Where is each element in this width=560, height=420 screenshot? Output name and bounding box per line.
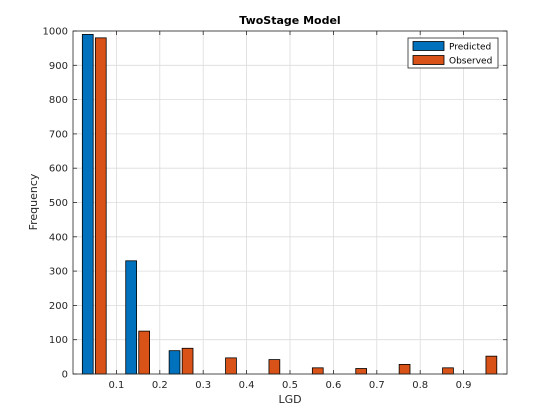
y-axis-label: Frequency <box>27 173 40 230</box>
x-tick-label: 0.8 <box>412 380 428 391</box>
y-tick-label: 800 <box>49 95 68 106</box>
x-tick-label: 0.1 <box>108 380 124 391</box>
x-tick-label: 0.4 <box>239 380 255 391</box>
y-tick-label: 600 <box>49 164 68 175</box>
y-tick-label: 500 <box>49 198 68 209</box>
bar-observed <box>138 330 151 375</box>
y-tick-label: 1000 <box>43 27 68 38</box>
y-axis-ticks: 0 100 200 300 400 500 600 700 800 900 1000 <box>43 27 507 381</box>
bar-observed <box>355 368 368 375</box>
y-tick-label: 900 <box>49 61 68 72</box>
x-tick-label: 0.3 <box>195 380 211 391</box>
bar-observed <box>398 363 411 375</box>
bar-observed <box>268 359 281 375</box>
x-tick-label: 0.9 <box>456 380 472 391</box>
bar-predicted <box>81 34 94 375</box>
bar-predicted <box>168 350 181 375</box>
legend-label-observed: Observed <box>449 57 492 67</box>
legend-swatch-predicted <box>412 41 445 51</box>
bar-observed <box>485 355 498 375</box>
x-tick-label: 0.6 <box>325 380 341 391</box>
x-tick-label: 0.5 <box>282 380 298 391</box>
bar-observed <box>94 37 107 375</box>
x-tick-label: 0.2 <box>152 380 168 391</box>
x-axis-label: LGD <box>278 393 301 406</box>
bar-observed <box>181 347 194 375</box>
y-tick-label: 400 <box>49 232 68 243</box>
y-tick-label: 700 <box>49 129 68 140</box>
legend-swatch-observed <box>412 55 445 65</box>
y-tick-label: 300 <box>49 267 68 278</box>
bar-predicted <box>125 260 137 375</box>
y-tick-label: 100 <box>49 335 68 346</box>
legend-label-predicted: Predicted <box>449 43 491 53</box>
bar-observed <box>442 367 454 375</box>
y-tick-label: 0 <box>62 370 68 381</box>
chart-title: TwoStage Model <box>239 14 340 27</box>
legend: Predicted Observed <box>407 37 499 69</box>
x-tick-label: 0.7 <box>369 380 385 391</box>
bar-observed <box>225 357 237 375</box>
x-axis-ticks: 0.1 0.2 0.3 0.4 0.5 0.6 0.7 0.8 0.9 <box>108 31 472 391</box>
y-tick-label: 200 <box>49 301 68 312</box>
bar-observed <box>311 367 324 375</box>
